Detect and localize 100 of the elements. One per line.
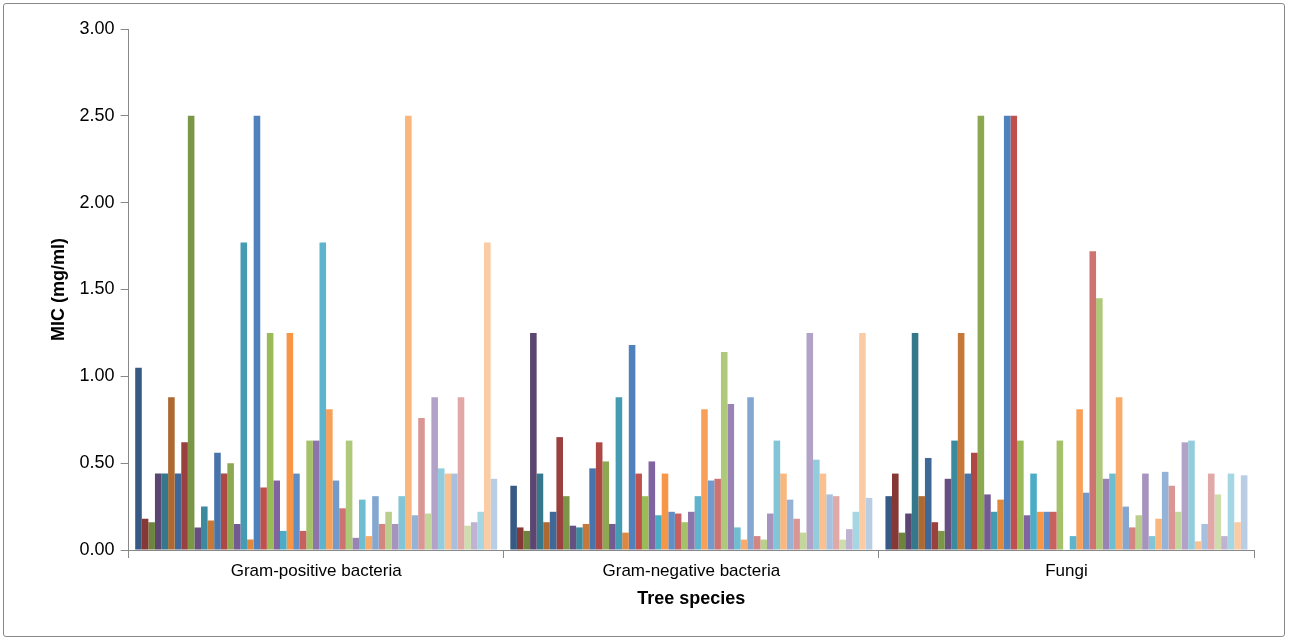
bar <box>530 332 537 550</box>
bar <box>977 115 985 550</box>
bar <box>490 478 498 550</box>
bar <box>319 242 327 550</box>
bar <box>727 404 735 550</box>
bar <box>793 518 800 550</box>
bar <box>924 457 932 550</box>
bar <box>372 496 379 550</box>
bar <box>273 480 280 550</box>
bar <box>201 506 208 550</box>
bar <box>1017 440 1024 550</box>
bar <box>154 473 162 550</box>
bar <box>714 478 721 550</box>
bar <box>1109 473 1116 550</box>
bar <box>859 332 866 550</box>
bar <box>1161 471 1169 550</box>
bar <box>161 473 169 550</box>
y-tick-label: 0.00 <box>79 538 115 559</box>
bar <box>510 485 517 550</box>
bar <box>576 527 583 550</box>
bar <box>1115 397 1123 550</box>
bar <box>1043 511 1050 550</box>
bar <box>655 515 662 550</box>
bar <box>477 511 485 550</box>
bar <box>247 539 254 550</box>
bar <box>951 440 958 550</box>
bar <box>668 511 675 550</box>
bar <box>826 494 833 550</box>
bar <box>312 440 320 550</box>
bar <box>1128 527 1136 550</box>
bar <box>398 496 406 550</box>
bar <box>813 459 820 550</box>
bar <box>556 437 563 550</box>
bar <box>720 352 728 550</box>
bar <box>799 532 807 550</box>
bar <box>280 530 287 550</box>
bar <box>1168 485 1176 550</box>
bar <box>694 496 702 550</box>
bar <box>957 332 965 550</box>
bar <box>734 527 741 550</box>
bar <box>365 536 373 550</box>
bar <box>1194 541 1202 550</box>
bar <box>622 532 629 550</box>
bar <box>602 461 610 550</box>
bar <box>1049 511 1057 550</box>
bar <box>418 418 425 550</box>
x-axis-title: Tree species <box>637 588 746 609</box>
bar <box>918 496 925 550</box>
bar <box>1089 251 1097 550</box>
bar <box>1221 536 1228 550</box>
bar <box>819 473 827 550</box>
bar <box>753 536 761 550</box>
bar <box>451 473 458 550</box>
bar <box>832 496 840 550</box>
bar <box>562 496 570 550</box>
bar <box>1036 511 1044 550</box>
bar <box>1142 473 1149 550</box>
bar <box>299 530 307 550</box>
bar <box>352 537 359 550</box>
bar <box>306 440 313 550</box>
bar <box>971 452 978 550</box>
bar <box>168 397 175 550</box>
bar <box>227 463 234 550</box>
bar <box>523 530 531 550</box>
bar <box>174 473 182 550</box>
bar <box>424 513 432 550</box>
bar <box>1056 440 1064 550</box>
bar <box>609 523 616 550</box>
bar <box>1082 492 1090 550</box>
bar <box>569 525 577 550</box>
bar <box>148 522 155 550</box>
bar <box>635 473 642 550</box>
bar <box>701 409 708 550</box>
bar <box>1181 442 1189 550</box>
bar <box>536 473 544 550</box>
bar <box>865 497 873 550</box>
bar <box>549 511 557 550</box>
bar <box>911 332 919 550</box>
bar <box>898 532 906 550</box>
bar <box>286 332 294 550</box>
bar <box>984 494 991 550</box>
bar <box>457 397 465 550</box>
bar <box>674 513 682 550</box>
bar <box>437 468 445 550</box>
bar <box>885 496 893 550</box>
bar <box>1207 473 1215 550</box>
bar <box>470 522 478 550</box>
bar <box>1227 473 1235 550</box>
bar <box>648 461 656 550</box>
bar <box>582 523 590 550</box>
bar <box>944 478 952 550</box>
bar <box>589 468 596 550</box>
bar <box>253 115 261 550</box>
bar <box>852 511 860 550</box>
bar <box>194 527 202 550</box>
bar <box>391 523 399 550</box>
bar <box>385 511 392 550</box>
bar <box>661 473 669 550</box>
bar <box>780 473 787 550</box>
bar <box>214 452 221 550</box>
